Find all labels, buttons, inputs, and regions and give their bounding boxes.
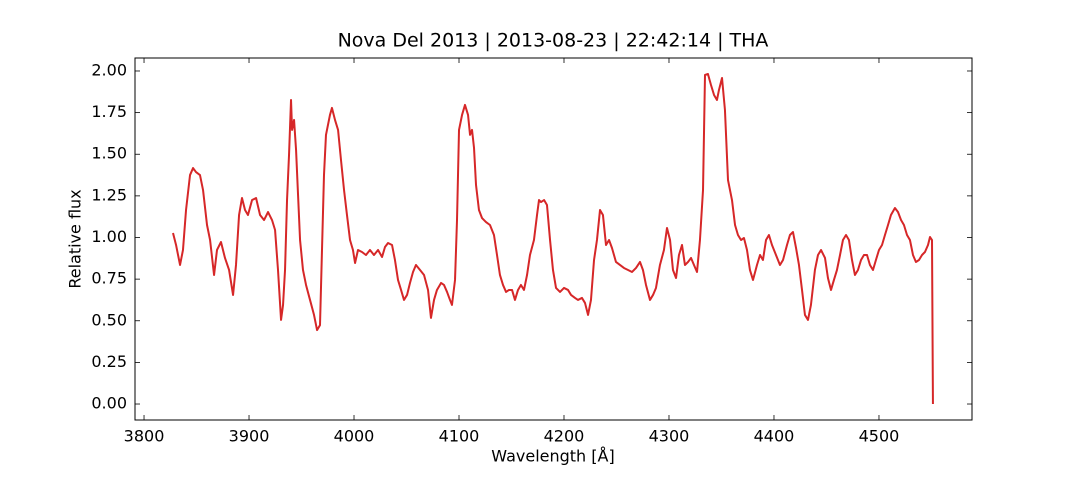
x-tick-label: 3900 — [229, 427, 270, 446]
y-tick-label: 1.25 — [91, 185, 127, 204]
y-axis-label: Relative flux — [66, 189, 85, 288]
x-tick-label: 4100 — [439, 427, 480, 446]
x-axis-label: Wavelength [Å] — [491, 447, 614, 466]
y-tick-label: 0.75 — [91, 269, 127, 288]
y-tick-label: 2.00 — [91, 60, 127, 79]
y-tick-label: 0.25 — [91, 352, 127, 371]
x-tick-label: 4000 — [334, 427, 375, 446]
x-tick-label: 3800 — [124, 427, 165, 446]
spectrum-line — [172, 72, 934, 405]
y-tick-label: 0.00 — [91, 394, 127, 413]
x-tick-label: 4400 — [754, 427, 795, 446]
y-tick-label: 1.75 — [91, 102, 127, 121]
plot-area — [172, 72, 934, 405]
x-tick-label: 4300 — [649, 427, 690, 446]
x-tick-label: 4200 — [544, 427, 585, 446]
x-tick-label: 4500 — [859, 427, 900, 446]
y-tick-label: 0.50 — [91, 310, 127, 329]
axes-frame — [134, 57, 973, 421]
y-tick-label: 1.00 — [91, 227, 127, 246]
y-tick-label: 1.50 — [91, 144, 127, 163]
chart-title: Nova Del 2013 | 2013-08-23 | 22:42:14 | … — [338, 30, 769, 52]
